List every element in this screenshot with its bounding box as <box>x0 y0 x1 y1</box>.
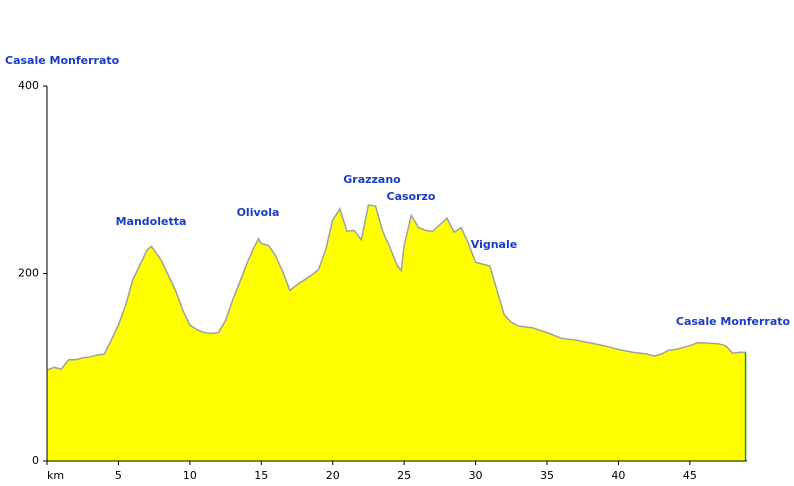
x-tick-label: 40 <box>611 469 625 482</box>
x-tick-label: 45 <box>683 469 697 482</box>
elevation-area <box>47 205 746 461</box>
x-tick-label: 25 <box>397 469 411 482</box>
elevation-line <box>46 204 746 371</box>
x-tick-label: km <box>47 469 64 482</box>
y-tick-label: 200 <box>18 267 39 280</box>
x-tick-label: 20 <box>326 469 340 482</box>
place-label: Casale Monferrato <box>676 315 791 328</box>
y-tick-label: 0 <box>32 454 39 467</box>
place-label: Casale Monferrato <box>5 54 120 67</box>
place-label: Casorzo <box>387 190 436 203</box>
x-tick-label: 15 <box>254 469 268 482</box>
y-tick-label: 400 <box>18 79 39 92</box>
place-label: Grazzano <box>343 173 401 186</box>
x-tick-label: 35 <box>540 469 554 482</box>
place-label: Vignale <box>471 238 517 251</box>
place-label: Mandoletta <box>116 215 187 228</box>
x-tick-label: 5 <box>115 469 122 482</box>
x-tick-label: 30 <box>469 469 483 482</box>
place-label: Olivola <box>237 206 280 219</box>
x-tick-label: 10 <box>183 469 197 482</box>
